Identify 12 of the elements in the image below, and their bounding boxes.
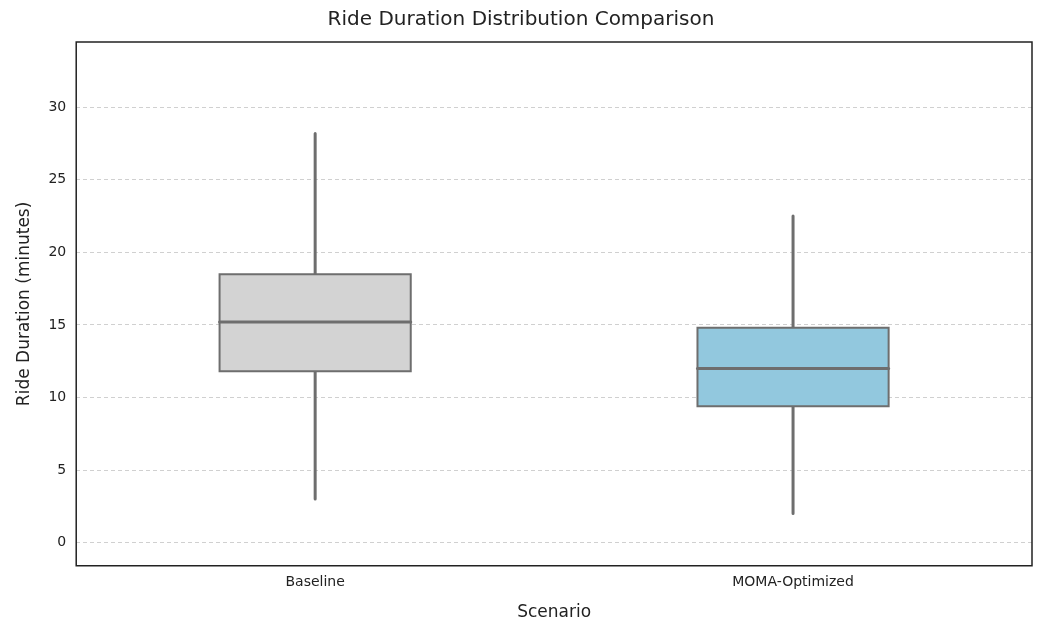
y-tick-label: 30 [48,97,67,114]
x-tick-label: Baseline [285,572,345,589]
y-tick-label: 25 [48,170,67,187]
x-tick-label: MOMA-Optimized [732,572,854,589]
chart-title: Ride Duration Distribution Comparison [327,6,715,31]
x-axis-title: Scenario [517,601,592,622]
y-tick-label: 15 [48,315,67,332]
y-tick-label: 20 [48,243,67,260]
y-axis-title: Ride Duration (minutes) [12,201,33,407]
y-tick-label: 0 [57,533,67,550]
y-tick-label: 10 [48,388,67,405]
y-tick-label: 5 [57,460,67,477]
